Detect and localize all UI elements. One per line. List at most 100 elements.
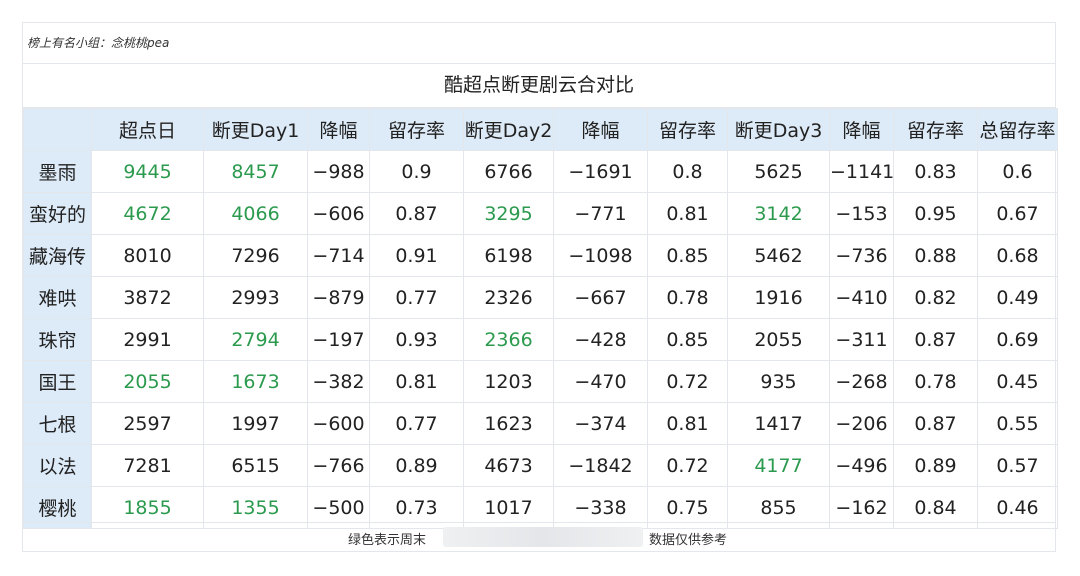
data-cell: 0.78 bbox=[647, 276, 728, 319]
data-cell: 0.46 bbox=[977, 486, 1058, 529]
data-cell: 1997 bbox=[203, 402, 308, 445]
data-cell: −162 bbox=[829, 486, 894, 529]
data-cell: −206 bbox=[829, 402, 894, 445]
data-cell: 2055 bbox=[727, 318, 830, 361]
footer-note-weekend: 绿色表示周末 bbox=[348, 533, 427, 548]
data-cell: 0.91 bbox=[369, 234, 464, 277]
data-cell: 6515 bbox=[203, 444, 308, 487]
header-cell: 留存率 bbox=[893, 108, 978, 151]
data-cell: 4672 bbox=[91, 192, 204, 235]
data-cell: 855 bbox=[727, 486, 830, 529]
table-row: 蛮好的 4672 4066 −606 0.87 3295 −771 0.81 3142 −153 0… bbox=[23, 192, 1058, 235]
data-cell: 0.81 bbox=[647, 402, 728, 445]
data-cell: −606 bbox=[307, 192, 370, 235]
data-cell: 2991 bbox=[91, 318, 204, 361]
header-cell: 留存率 bbox=[369, 108, 464, 151]
header-cell bbox=[23, 108, 92, 151]
data-cell: 2597 bbox=[91, 402, 204, 445]
data-cell: 8010 bbox=[91, 234, 204, 277]
header-cell: 断更Day3 bbox=[727, 108, 830, 151]
table-row: 墨雨 9445 8457 −988 0.9 6766 −1691 0.8 5625 −1141 0.… bbox=[23, 150, 1058, 193]
data-cell: 2794 bbox=[203, 318, 308, 361]
header-cell: 断更Day1 bbox=[203, 108, 308, 151]
row-label: 樱桃 bbox=[23, 486, 92, 529]
data-cell: 0.87 bbox=[893, 402, 978, 445]
data-cell: 3872 bbox=[91, 276, 204, 319]
data-cell: −311 bbox=[829, 318, 894, 361]
data-cell: 0.9 bbox=[369, 150, 464, 193]
header-cell: 降幅 bbox=[307, 108, 370, 151]
header-cell: 断更Day2 bbox=[463, 108, 554, 151]
data-cell: 9445 bbox=[91, 150, 204, 193]
data-cell: 1417 bbox=[727, 402, 830, 445]
data-cell: −667 bbox=[553, 276, 648, 319]
data-cell: 0.85 bbox=[647, 234, 728, 277]
table-row: 以法 7281 6515 −766 0.89 4673 −1842 0.72 4177 −496 0… bbox=[23, 444, 1058, 487]
data-cell: −1691 bbox=[553, 150, 648, 193]
data-cell: −338 bbox=[553, 486, 648, 529]
data-cell: 0.87 bbox=[893, 318, 978, 361]
footer: 绿色表示周末 数据仅供参考 bbox=[23, 522, 1055, 551]
data-cell: 935 bbox=[727, 360, 830, 403]
data-cell: 6198 bbox=[463, 234, 554, 277]
data-cell: 4673 bbox=[463, 444, 554, 487]
data-cell: 4177 bbox=[727, 444, 830, 487]
comparison-table: 超点日 断更Day1 降幅 留存率 断更Day2 降幅 留存率 断更Day3 降… bbox=[23, 108, 1058, 529]
data-cell: 0.93 bbox=[369, 318, 464, 361]
data-cell: 0.89 bbox=[893, 444, 978, 487]
row-label: 七根 bbox=[23, 402, 92, 445]
table-row: 樱桃 1855 1355 −500 0.73 1017 −338 0.75 855 −162 0.8… bbox=[23, 486, 1058, 529]
table-body: 墨雨 9445 8457 −988 0.9 6766 −1691 0.8 5625 −1141 0.… bbox=[23, 150, 1058, 529]
data-cell: 0.72 bbox=[647, 360, 728, 403]
data-cell: 0.75 bbox=[647, 486, 728, 529]
data-cell: −500 bbox=[307, 486, 370, 529]
data-cell: −766 bbox=[307, 444, 370, 487]
data-cell: −382 bbox=[307, 360, 370, 403]
data-cell: 8457 bbox=[203, 150, 308, 193]
data-cell: 7281 bbox=[91, 444, 204, 487]
header-cell: 超点日 bbox=[91, 108, 204, 151]
data-cell: 0.89 bbox=[369, 444, 464, 487]
data-cell: 2366 bbox=[463, 318, 554, 361]
data-cell: −1842 bbox=[553, 444, 648, 487]
data-cell: −374 bbox=[553, 402, 648, 445]
data-cell: −268 bbox=[829, 360, 894, 403]
data-cell: 0.88 bbox=[893, 234, 978, 277]
comparison-sheet: 榜上有名小组：念桃桃pea 酷超点断更剧云合对比 超点日 断更Day1 降幅 留… bbox=[22, 22, 1058, 552]
data-cell: −410 bbox=[829, 276, 894, 319]
data-cell: 0.69 bbox=[977, 318, 1058, 361]
row-label: 蛮好的 bbox=[23, 192, 92, 235]
data-cell: 0.95 bbox=[893, 192, 978, 235]
data-cell: 0.77 bbox=[369, 402, 464, 445]
table-row: 藏海传 8010 7296 −714 0.91 6198 −1098 0.85 5462 −736… bbox=[23, 234, 1058, 277]
data-cell: −1098 bbox=[553, 234, 648, 277]
data-cell: 3295 bbox=[463, 192, 554, 235]
data-cell: 6766 bbox=[463, 150, 554, 193]
data-cell: −879 bbox=[307, 276, 370, 319]
data-cell: 5462 bbox=[727, 234, 830, 277]
data-cell: 0.84 bbox=[893, 486, 978, 529]
header-row: 超点日 断更Day1 降幅 留存率 断更Day2 降幅 留存率 断更Day3 降… bbox=[23, 108, 1058, 151]
data-cell: −496 bbox=[829, 444, 894, 487]
data-cell: 0.68 bbox=[977, 234, 1058, 277]
data-cell: 4066 bbox=[203, 192, 308, 235]
data-cell: 1203 bbox=[463, 360, 554, 403]
group-label: 榜上有名小组：念桃桃pea bbox=[23, 23, 1055, 64]
data-cell: 0.6 bbox=[977, 150, 1058, 193]
row-label: 墨雨 bbox=[23, 150, 92, 193]
data-cell: 1916 bbox=[727, 276, 830, 319]
data-cell: 0.55 bbox=[977, 402, 1058, 445]
data-cell: 0.45 bbox=[977, 360, 1058, 403]
data-cell: 0.73 bbox=[369, 486, 464, 529]
data-cell: 0.78 bbox=[893, 360, 978, 403]
data-cell: 1673 bbox=[203, 360, 308, 403]
data-cell: 1855 bbox=[91, 486, 204, 529]
data-cell: −736 bbox=[829, 234, 894, 277]
data-cell: 1623 bbox=[463, 402, 554, 445]
data-cell: −714 bbox=[307, 234, 370, 277]
table-row: 国王 2055 1673 −382 0.81 1203 −470 0.72 935 −268 0.7… bbox=[23, 360, 1058, 403]
row-label: 国王 bbox=[23, 360, 92, 403]
blurred-watermark bbox=[443, 527, 643, 547]
data-cell: −428 bbox=[553, 318, 648, 361]
data-cell: 0.57 bbox=[977, 444, 1058, 487]
